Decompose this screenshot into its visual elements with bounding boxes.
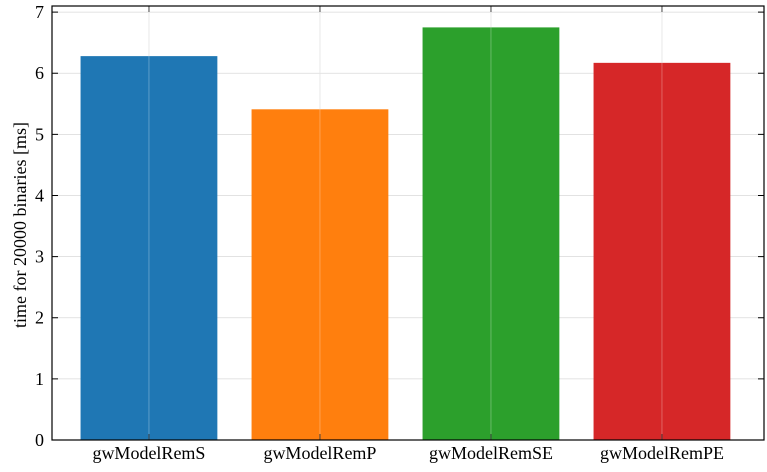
x-tick-label: gwModelRemS xyxy=(92,443,205,463)
bar xyxy=(593,62,731,440)
y-tick-label: 1 xyxy=(35,369,44,389)
y-tick-label: 3 xyxy=(35,247,44,267)
bar xyxy=(251,109,389,440)
bars xyxy=(80,27,731,441)
y-tick-label: 4 xyxy=(35,185,44,205)
y-axis-label: time for 20000 binaries [ms] xyxy=(10,122,30,328)
y-tick-label: 0 xyxy=(35,430,44,450)
bar xyxy=(80,56,218,441)
y-tick-label: 2 xyxy=(35,308,44,328)
x-tick-label: gwModelRemP xyxy=(263,443,376,463)
y-tick-label: 7 xyxy=(35,2,44,22)
x-tick-label: gwModelRemSE xyxy=(429,443,553,463)
bar xyxy=(422,27,560,440)
y-tick-label: 6 xyxy=(35,63,44,83)
plot-frame xyxy=(51,5,765,441)
x-tick-label: gwModelRemPE xyxy=(600,443,724,463)
y-tick-label: 5 xyxy=(35,124,44,144)
axes: 0 1 2 3 4 5 6 7 gwModelRemS gwModelRemP gwModelRem… xyxy=(35,2,765,463)
